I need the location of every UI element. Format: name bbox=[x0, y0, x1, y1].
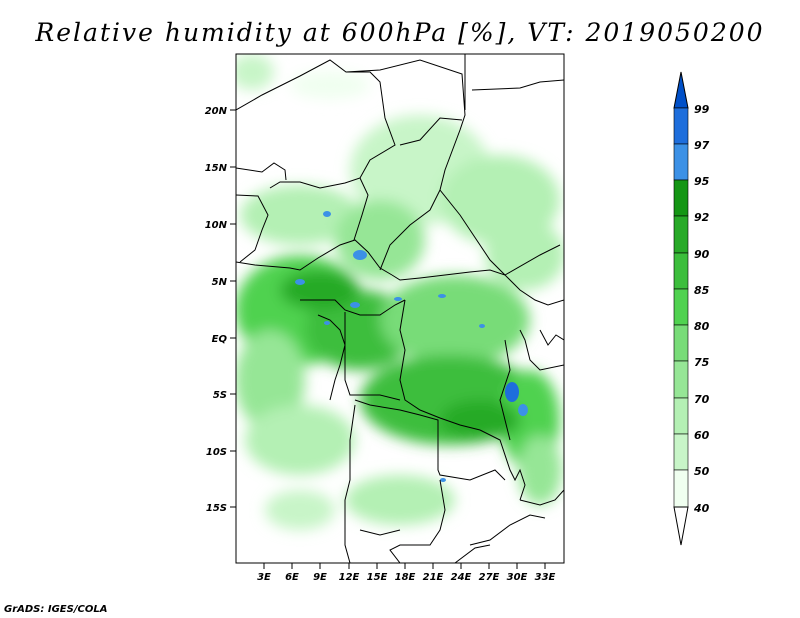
humidity-core bbox=[295, 279, 305, 285]
latitude-axis: 20N 15N 10N 5N EQ 5S 10S 15S bbox=[205, 106, 236, 514]
colorbar-segment-40 bbox=[673, 469, 689, 508]
colorbar-segment-97 bbox=[673, 107, 689, 145]
lon-label: 3E bbox=[257, 572, 271, 583]
colorbar-segment-92 bbox=[673, 179, 689, 217]
humidity-core bbox=[505, 382, 519, 402]
lon-label: 12E bbox=[339, 572, 360, 583]
lon-label: 18E bbox=[395, 572, 416, 583]
colorbar-segment-50 bbox=[673, 433, 689, 471]
lat-tick-20N: 20N bbox=[205, 106, 236, 117]
colorbar-segment-95 bbox=[673, 143, 689, 181]
lon-tick-12E: 12E bbox=[339, 563, 360, 583]
humidity-patch bbox=[345, 475, 455, 525]
humidity-core bbox=[324, 321, 330, 325]
humidity-patch bbox=[290, 71, 370, 99]
colorbar-arrow-top bbox=[673, 71, 689, 109]
lon-tick-33E: 33E bbox=[535, 563, 556, 583]
lat-label: 15S bbox=[206, 503, 227, 514]
humidity-patch bbox=[240, 185, 360, 245]
humidity-patch bbox=[440, 400, 520, 440]
lat-tick-10S: 10S bbox=[206, 447, 236, 458]
lat-tick-EQ: EQ bbox=[212, 334, 236, 345]
humidity-core bbox=[438, 294, 446, 298]
lon-label: 24E bbox=[451, 572, 472, 583]
colorbar-segment-85 bbox=[673, 252, 689, 290]
humidity-core bbox=[394, 297, 402, 301]
colorbar-label: 97 bbox=[694, 139, 710, 152]
humidity-core bbox=[353, 250, 367, 260]
humidity-patch bbox=[265, 490, 335, 530]
humidity-core bbox=[518, 404, 528, 416]
lon-tick-21E: 21E bbox=[423, 563, 444, 583]
colorbar-label: 95 bbox=[694, 175, 710, 188]
lon-label: 15E bbox=[367, 572, 388, 583]
humidity-patch bbox=[280, 270, 360, 310]
lon-tick-18E: 18E bbox=[395, 563, 416, 583]
colorbar-segment-80 bbox=[673, 288, 689, 326]
lat-tick-5S: 5S bbox=[213, 390, 236, 401]
colorbar-arrow-bottom bbox=[673, 506, 689, 546]
lat-label: 15N bbox=[205, 163, 228, 174]
lat-tick-10N: 10N bbox=[205, 220, 236, 231]
lon-label: 30E bbox=[507, 572, 528, 583]
colorbar-segment-90 bbox=[673, 215, 689, 254]
lon-tick-15E: 15E bbox=[367, 563, 388, 583]
humidity-core bbox=[323, 211, 331, 217]
longitude-axis: 3E 6E 9E 12E 15E 18E 21E 24E 27E 30E 33E bbox=[257, 563, 556, 583]
lat-label: EQ bbox=[212, 334, 228, 345]
humidity-patch bbox=[380, 275, 530, 365]
colorbar-label: 85 bbox=[694, 284, 710, 297]
colorbar-segment-70 bbox=[673, 360, 689, 399]
humidity-patch bbox=[335, 200, 425, 280]
humidity-core bbox=[440, 478, 446, 482]
lon-label: 9E bbox=[313, 572, 327, 583]
colorbar-label: 75 bbox=[694, 356, 710, 369]
lon-label: 27E bbox=[479, 572, 500, 583]
colorbar-label: 50 bbox=[694, 465, 710, 478]
humidity-patch bbox=[236, 330, 305, 430]
colorbar-label: 60 bbox=[694, 429, 710, 442]
lon-tick-27E: 27E bbox=[479, 563, 500, 583]
map-title: Relative humidity at 600hPa [%], VT: 201… bbox=[35, 18, 765, 47]
humidity-patch bbox=[245, 405, 355, 475]
lat-tick-5N: 5N bbox=[212, 277, 236, 288]
humidity-core bbox=[350, 302, 360, 308]
map-frame bbox=[235, 53, 565, 564]
colorbar-label: 99 bbox=[694, 103, 710, 116]
lat-label: 10N bbox=[205, 220, 228, 231]
lon-label: 33E bbox=[535, 572, 556, 583]
colorbar-label: 90 bbox=[694, 248, 710, 261]
lon-tick-3E: 3E bbox=[257, 563, 271, 583]
lat-label: 10S bbox=[206, 447, 227, 458]
lat-label: 5N bbox=[212, 277, 228, 288]
colorbar-label: 80 bbox=[694, 320, 710, 333]
humidity-core bbox=[479, 324, 485, 328]
colorbar-label: 92 bbox=[694, 211, 710, 224]
lon-tick-30E: 30E bbox=[507, 563, 528, 583]
lat-tick-15N: 15N bbox=[205, 163, 236, 174]
humidity-patch bbox=[236, 54, 274, 90]
lon-label: 6E bbox=[285, 572, 299, 583]
grads-credit: GrADS: IGES/COLA bbox=[4, 604, 108, 615]
lon-tick-6E: 6E bbox=[285, 563, 299, 583]
lat-tick-15S: 15S bbox=[206, 503, 236, 514]
humidity-patch bbox=[518, 435, 562, 505]
lat-label: 20N bbox=[205, 106, 228, 117]
colorbar-segment-60 bbox=[673, 397, 689, 435]
colorbar-segment-75 bbox=[673, 324, 689, 362]
colorbar-label: 70 bbox=[694, 393, 710, 406]
lon-tick-9E: 9E bbox=[313, 563, 327, 583]
country-borders bbox=[236, 54, 564, 563]
colorbar: 99 97 95 92 90 85 80 75 70 60 50 40 bbox=[673, 71, 710, 546]
colorbar-label: 40 bbox=[693, 502, 710, 515]
humidity-patch bbox=[485, 220, 564, 290]
lon-label: 21E bbox=[423, 572, 444, 583]
humidity-field bbox=[236, 54, 564, 563]
lat-label: 5S bbox=[213, 390, 227, 401]
lon-tick-24E: 24E bbox=[451, 563, 472, 583]
